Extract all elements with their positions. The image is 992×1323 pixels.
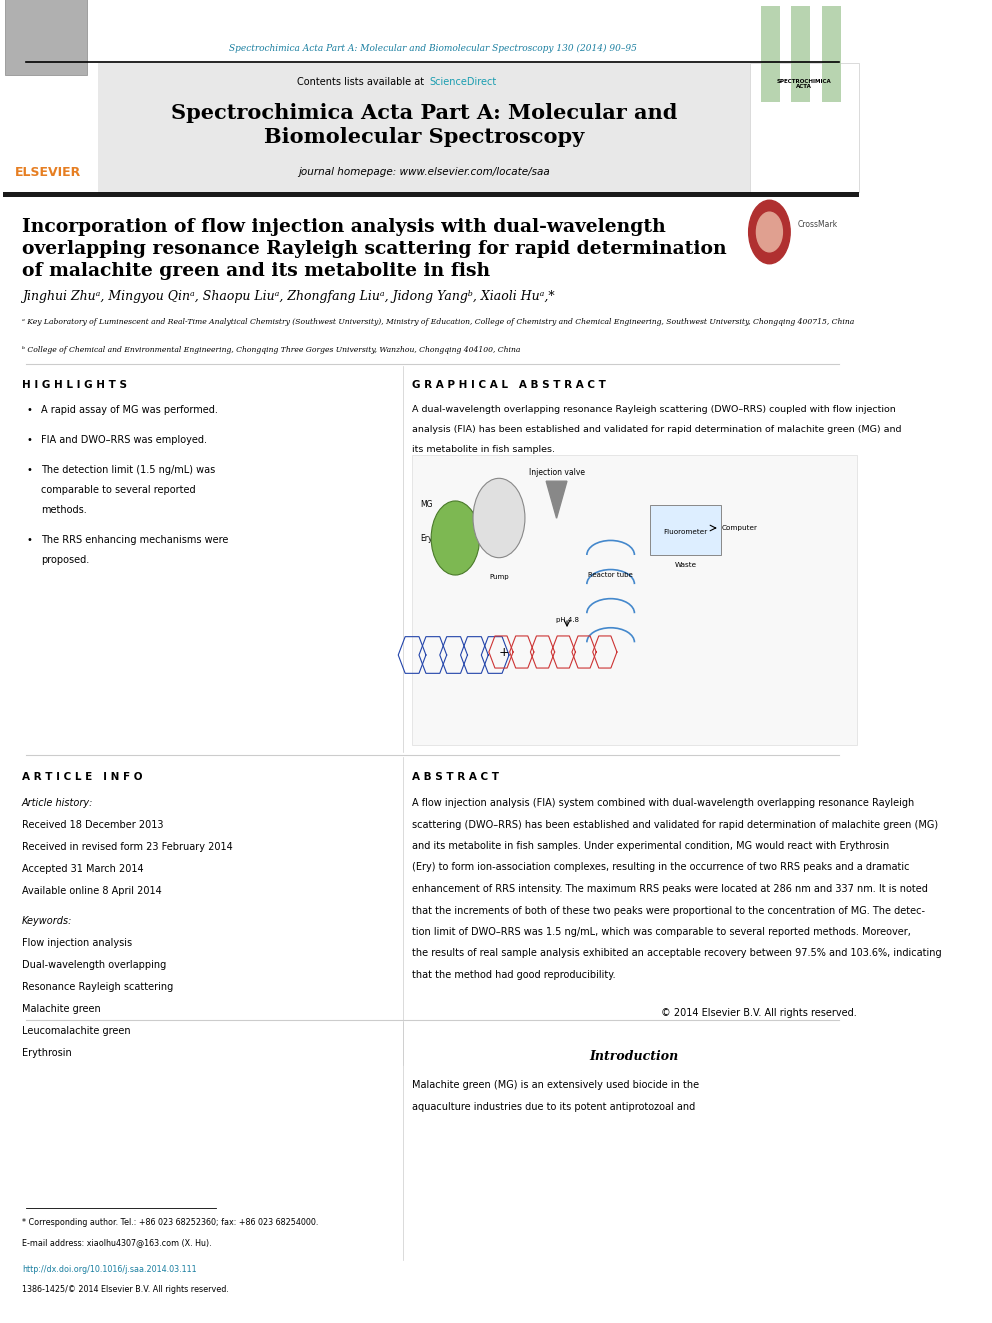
Text: ELSEVIER: ELSEVIER <box>15 165 81 179</box>
Text: ᵃ Key Laboratory of Luminescent and Real-Time Analytical Chemistry (Southwest Un: ᵃ Key Laboratory of Luminescent and Real… <box>22 318 854 325</box>
Text: methods.: methods. <box>41 505 86 515</box>
Text: scattering (DWO–RRS) has been established and validated for rapid determination : scattering (DWO–RRS) has been establishe… <box>412 819 937 830</box>
Text: Accepted 31 March 2014: Accepted 31 March 2014 <box>22 864 144 875</box>
Text: Jinghui Zhuᵃ, Mingyou Qinᵃ, Shaopu Liuᵃ, Zhongfang Liuᵃ, Jidong Yangᵇ, Xiaoli Hu: Jinghui Zhuᵃ, Mingyou Qinᵃ, Shaopu Liuᵃ,… <box>22 290 555 303</box>
Text: aquaculture industries due to its potent antiprotozoal and: aquaculture industries due to its potent… <box>412 1102 695 1111</box>
FancyBboxPatch shape <box>792 7 810 102</box>
Text: Ery: Ery <box>421 533 433 542</box>
FancyBboxPatch shape <box>3 64 97 192</box>
Text: Article history:: Article history: <box>22 798 93 808</box>
Text: ᵇ College of Chemical and Environmental Engineering, Chongqing Three Gorges Univ: ᵇ College of Chemical and Environmental … <box>22 347 520 355</box>
Text: Received in revised form 23 February 2014: Received in revised form 23 February 201… <box>22 841 232 852</box>
Text: Waste: Waste <box>675 562 696 568</box>
Text: the results of real sample analysis exhibited an acceptable recovery between 97.: the results of real sample analysis exhi… <box>412 949 941 958</box>
FancyBboxPatch shape <box>3 192 859 197</box>
Text: Malachite green (MG) is an extensively used biocide in the: Malachite green (MG) is an extensively u… <box>412 1080 699 1090</box>
Circle shape <box>757 212 783 251</box>
Text: Introduction: Introduction <box>589 1050 679 1062</box>
Text: Contents lists available at: Contents lists available at <box>297 77 424 87</box>
Text: Available online 8 April 2014: Available online 8 April 2014 <box>22 886 162 896</box>
Text: and its metabolite in fish samples. Under experimental condition, MG would react: and its metabolite in fish samples. Unde… <box>412 841 889 851</box>
FancyBboxPatch shape <box>5 0 87 75</box>
Text: Leucomalachite green: Leucomalachite green <box>22 1027 130 1036</box>
Text: Resonance Rayleigh scattering: Resonance Rayleigh scattering <box>22 982 173 992</box>
Text: * Corresponding author. Tel.: +86 023 68252360; fax: +86 023 68254000.: * Corresponding author. Tel.: +86 023 68… <box>22 1218 318 1226</box>
FancyBboxPatch shape <box>412 455 857 745</box>
Text: •: • <box>26 464 32 475</box>
Text: Injection valve: Injection valve <box>529 468 584 478</box>
Text: Computer: Computer <box>721 525 758 531</box>
Text: CrossMark: CrossMark <box>798 220 838 229</box>
Text: Received 18 December 2013: Received 18 December 2013 <box>22 820 164 830</box>
Text: that the increments of both of these two peaks were proportional to the concentr: that the increments of both of these two… <box>412 905 925 916</box>
Text: proposed.: proposed. <box>41 556 89 565</box>
Text: Spectrochimica Acta Part A: Molecular and Biomolecular Spectroscopy 130 (2014) 9: Spectrochimica Acta Part A: Molecular an… <box>229 44 637 53</box>
Text: Spectrochimica Acta Part A: Molecular and
Biomolecular Spectroscopy: Spectrochimica Acta Part A: Molecular an… <box>171 103 678 147</box>
Text: pH 4.8: pH 4.8 <box>556 617 578 623</box>
Text: Incorporation of flow injection analysis with dual-wavelength
overlapping resona: Incorporation of flow injection analysis… <box>22 218 726 280</box>
Text: SPECTROCHIMICA
ACTA: SPECTROCHIMICA ACTA <box>777 78 831 90</box>
Text: •: • <box>26 435 32 445</box>
Text: A rapid assay of MG was performed.: A rapid assay of MG was performed. <box>41 405 218 415</box>
Text: A dual-wavelength overlapping resonance Rayleigh scattering (DWO–RRS) coupled wi: A dual-wavelength overlapping resonance … <box>412 405 896 414</box>
Text: A B S T R A C T: A B S T R A C T <box>412 773 499 782</box>
Text: 1386-1425/© 2014 Elsevier B.V. All rights reserved.: 1386-1425/© 2014 Elsevier B.V. All right… <box>22 1285 229 1294</box>
Text: MG: MG <box>421 500 433 509</box>
Text: Keywords:: Keywords: <box>22 916 72 926</box>
FancyBboxPatch shape <box>97 64 750 192</box>
Text: http://dx.doi.org/10.1016/j.saa.2014.03.111: http://dx.doi.org/10.1016/j.saa.2014.03.… <box>22 1265 196 1274</box>
Text: (Ery) to form ion-association complexes, resulting in the occurrence of two RRS : (Ery) to form ion-association complexes,… <box>412 863 910 872</box>
Text: G R A P H I C A L   A B S T R A C T: G R A P H I C A L A B S T R A C T <box>412 380 606 390</box>
Text: •: • <box>26 405 32 415</box>
Text: Flow injection analysis: Flow injection analysis <box>22 938 132 949</box>
Circle shape <box>749 200 791 263</box>
Text: Dual-wavelength overlapping: Dual-wavelength overlapping <box>22 960 166 970</box>
Circle shape <box>432 501 479 576</box>
Text: journal homepage: www.elsevier.com/locate/saa: journal homepage: www.elsevier.com/locat… <box>298 167 550 177</box>
Text: +: + <box>499 646 510 659</box>
FancyBboxPatch shape <box>650 505 721 556</box>
Text: analysis (FIA) has been established and validated for rapid determination of mal: analysis (FIA) has been established and … <box>412 425 902 434</box>
Text: Pump: Pump <box>489 574 509 579</box>
Text: that the method had good reproducibility.: that the method had good reproducibility… <box>412 970 615 980</box>
Text: its metabolite in fish samples.: its metabolite in fish samples. <box>412 445 555 454</box>
Text: •: • <box>26 534 32 545</box>
FancyBboxPatch shape <box>761 7 780 102</box>
Text: E-mail address: xiaolhu4307@163.com (X. Hu).: E-mail address: xiaolhu4307@163.com (X. … <box>22 1238 211 1248</box>
Text: ScienceDirect: ScienceDirect <box>430 77 496 87</box>
Text: comparable to several reported: comparable to several reported <box>41 486 195 495</box>
Text: A R T I C L E   I N F O: A R T I C L E I N F O <box>22 773 142 782</box>
Text: The RRS enhancing mechanisms were: The RRS enhancing mechanisms were <box>41 534 228 545</box>
Text: Erythrosin: Erythrosin <box>22 1048 71 1058</box>
FancyBboxPatch shape <box>750 64 859 192</box>
Text: Fluorometer: Fluorometer <box>664 529 708 534</box>
Text: tion limit of DWO–RRS was 1.5 ng/mL, which was comparable to several reported me: tion limit of DWO–RRS was 1.5 ng/mL, whi… <box>412 927 911 937</box>
Text: enhancement of RRS intensity. The maximum RRS peaks were located at 286 nm and 3: enhancement of RRS intensity. The maximu… <box>412 884 928 894</box>
Text: Malachite green: Malachite green <box>22 1004 100 1013</box>
Circle shape <box>473 479 525 558</box>
Text: FIA and DWO–RRS was employed.: FIA and DWO–RRS was employed. <box>41 435 207 445</box>
Text: A flow injection analysis (FIA) system combined with dual-wavelength overlapping: A flow injection analysis (FIA) system c… <box>412 798 914 808</box>
Text: Reactor tube: Reactor tube <box>588 572 633 578</box>
FancyBboxPatch shape <box>821 7 841 102</box>
Text: © 2014 Elsevier B.V. All rights reserved.: © 2014 Elsevier B.V. All rights reserved… <box>661 1008 857 1017</box>
Text: H I G H L I G H T S: H I G H L I G H T S <box>22 380 127 390</box>
Text: The detection limit (1.5 ng/mL) was: The detection limit (1.5 ng/mL) was <box>41 464 215 475</box>
Polygon shape <box>547 482 567 519</box>
